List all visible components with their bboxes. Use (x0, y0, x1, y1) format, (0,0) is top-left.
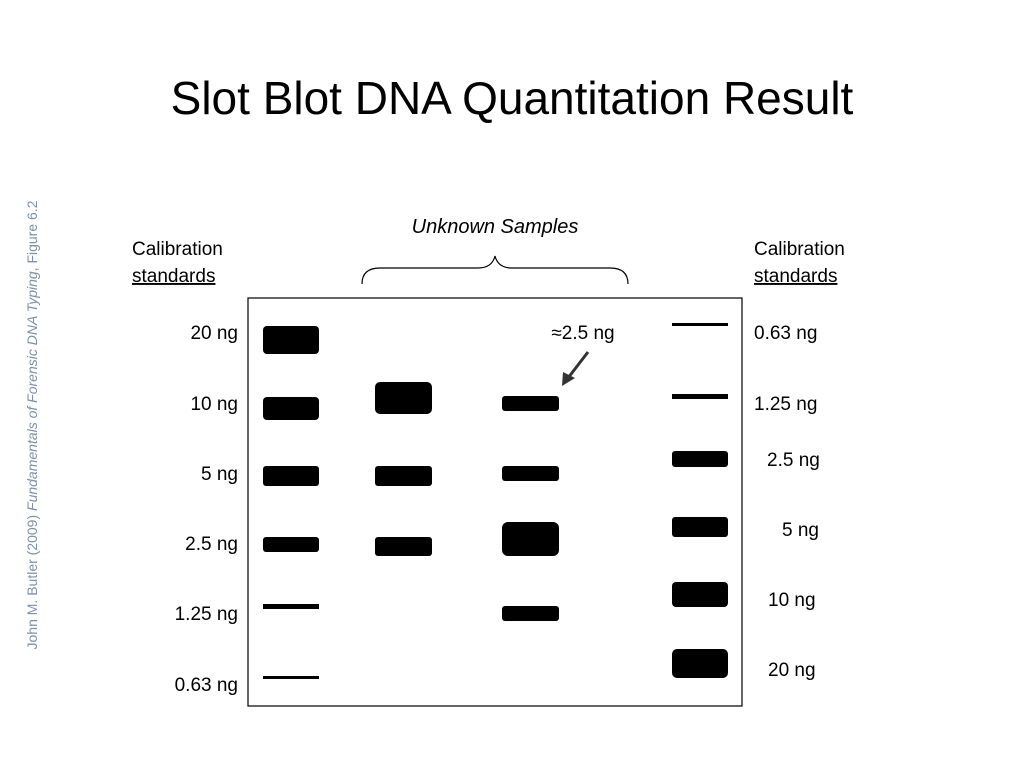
band (672, 394, 728, 399)
band (263, 397, 319, 420)
band (672, 517, 728, 537)
right-label: 1.25 ng (754, 394, 817, 415)
right-label: 2.5 ng (767, 450, 820, 471)
band (375, 537, 432, 556)
band (375, 382, 432, 414)
title: Slot Blot DNA Quantitation Result (171, 72, 854, 124)
band (263, 604, 319, 609)
band (502, 606, 559, 621)
left-label: 0.63 ng (175, 675, 238, 696)
band (263, 537, 319, 552)
left-labels: 20 ng 10 ng 5 ng 2.5 ng 1.25 ng 0.63 ng (175, 323, 238, 696)
left-label: 5 ng (201, 464, 238, 485)
right-label: 0.63 ng (754, 323, 817, 344)
brace (361, 255, 629, 285)
annotation: ≈2.5 ng (551, 323, 614, 344)
left-header: standards (132, 266, 215, 287)
right-label: 10 ng (768, 590, 816, 611)
credit-author: John M. Butler (2009) (24, 511, 40, 650)
band (502, 522, 559, 556)
credit: John M. Butler (2009) Fundamentals of Fo… (24, 200, 40, 649)
right-labels: 0.63 ng 1.25 ng 2.5 ng 5 ng 10 ng 20 ng (754, 323, 820, 681)
left-header: Calibration (132, 239, 223, 260)
membrane (247, 297, 743, 707)
band (375, 466, 432, 486)
arrow-head (562, 372, 575, 386)
left-label: 2.5 ng (185, 534, 238, 555)
right-label: 20 ng (768, 660, 816, 681)
left-label: 1.25 ng (175, 604, 238, 625)
band (263, 466, 319, 486)
right-header: Calibration (754, 239, 845, 260)
credit-book: Fundamentals of Forensic DNA Typing (24, 271, 40, 511)
bands (263, 323, 728, 679)
band (672, 582, 728, 607)
right-label: 5 ng (782, 520, 819, 541)
band (502, 466, 559, 481)
band (263, 676, 319, 679)
left-label: 10 ng (190, 394, 238, 415)
credit-figure: , Figure 6.2 (24, 200, 40, 271)
band (263, 326, 319, 354)
band (672, 323, 728, 326)
band (672, 451, 728, 467)
arrow (566, 351, 590, 379)
left-label: 20 ng (190, 323, 238, 344)
band (672, 649, 728, 678)
unknown-samples: Unknown Samples (412, 216, 579, 238)
band (502, 396, 559, 411)
right-header: standards (754, 266, 837, 287)
